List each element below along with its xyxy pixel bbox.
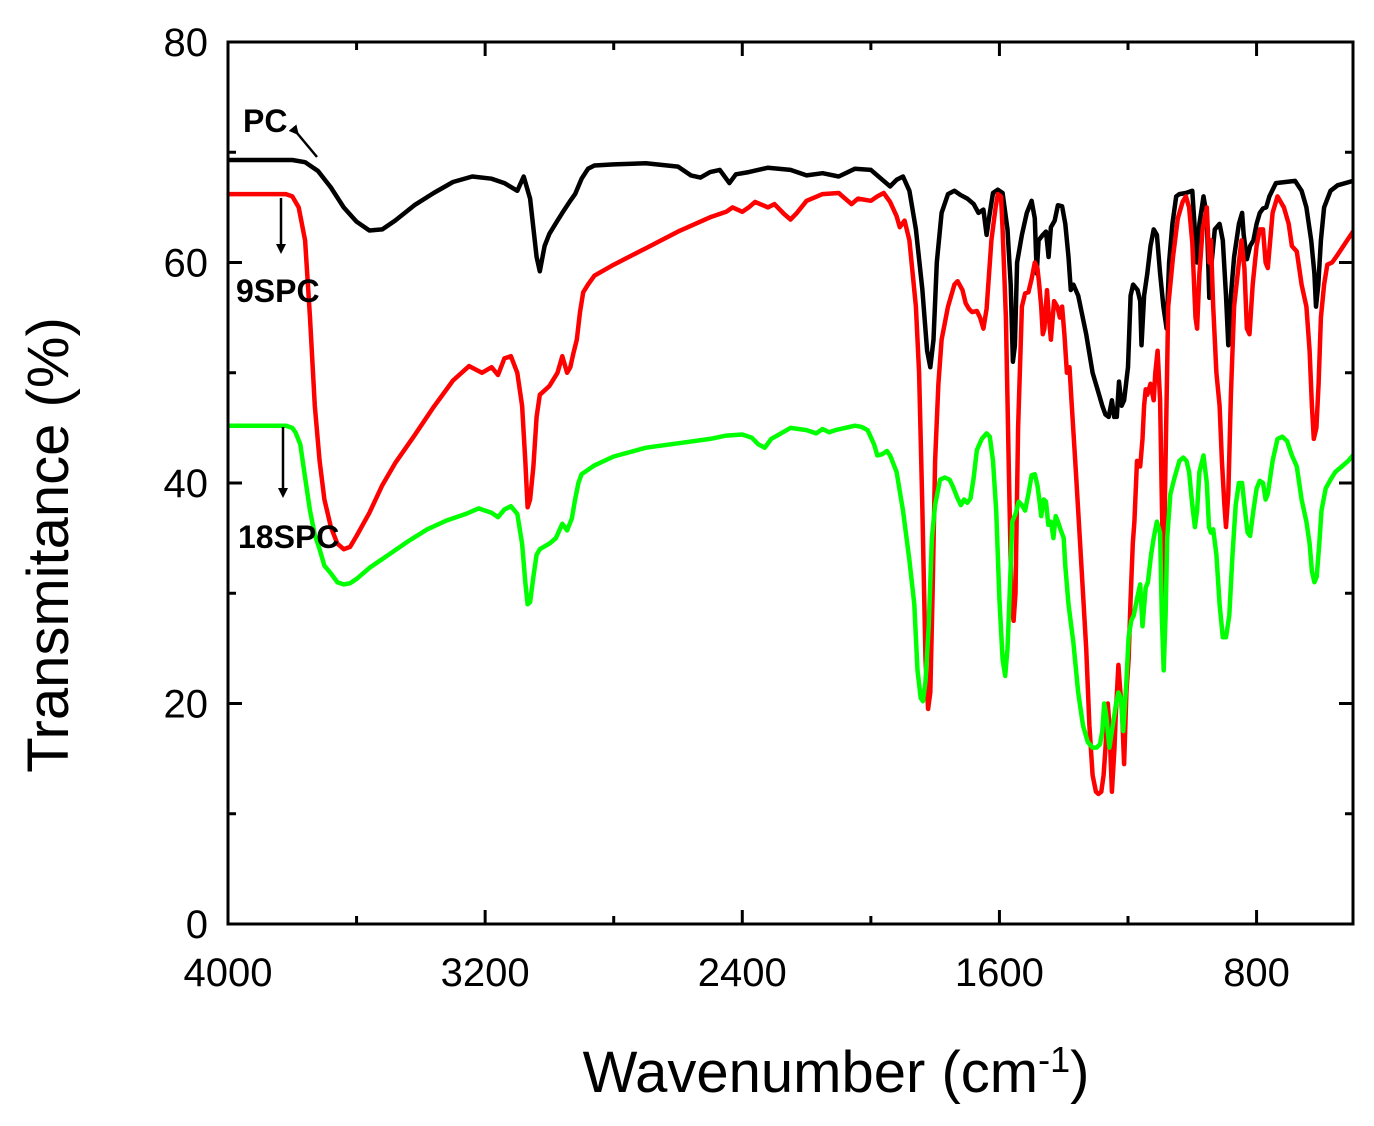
- x-tick-label: 800: [1223, 951, 1290, 995]
- annotation-pc: PC: [243, 103, 318, 158]
- y-tick-label: 20: [164, 683, 209, 727]
- annotation-18spc: 18SPC: [238, 427, 339, 555]
- axis-tick-labels: 4000 3200 2400 1600 800 0 20 40 60 80: [164, 21, 1290, 995]
- annotation-label-18spc: 18SPC: [238, 519, 339, 555]
- x-tick-label: 4000: [184, 951, 273, 995]
- y-tick-label: 60: [164, 242, 209, 286]
- annotation-arrow-pc: [288, 124, 318, 158]
- y-tick-label: 40: [164, 462, 209, 506]
- annotation-label-9spc: 9SPC: [236, 273, 320, 309]
- y-tick-label: 80: [164, 21, 209, 65]
- y-axis-title: Transmitance (%): [16, 317, 81, 773]
- x-axis-title: Wavenumber (cm-1): [583, 1039, 1090, 1106]
- annotation-9spc: 9SPC: [236, 198, 320, 309]
- axis-ticks: [226, 40, 1353, 926]
- x-tick-label: 1600: [955, 951, 1044, 995]
- y-tick-label: 0: [186, 903, 208, 947]
- series-layer: [228, 157, 1353, 797]
- annotation-label-pc: PC: [243, 103, 287, 139]
- series-line-18spc: [228, 423, 1353, 750]
- plot-frame: [226, 40, 1355, 926]
- series-line-pc: [228, 157, 1353, 420]
- x-tick-label: 2400: [698, 951, 787, 995]
- series-line-9spc: [228, 190, 1353, 797]
- x-tick-label: 3200: [441, 951, 530, 995]
